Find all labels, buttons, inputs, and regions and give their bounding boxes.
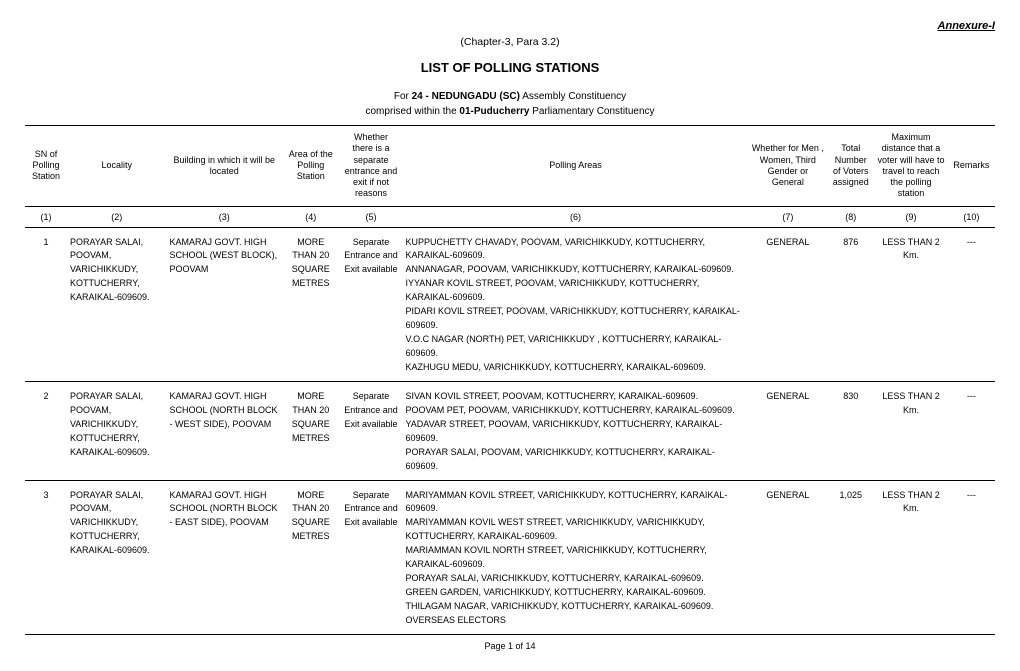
cell-remarks: --- [948,381,995,479]
table-row: 2PORAYAR SALAI, POOVAM, VARICHIKKUDY, KO… [25,381,995,479]
colnum: (5) [340,206,403,227]
polling-area-line: MARIAMMAN KOVIL NORTH STREET, VARICHIKKU… [405,544,745,572]
header-row: SN of Polling Station Locality Building … [25,126,995,207]
polling-area-line: YADAVAR STREET, POOVAM, VARICHIKKUDY, KO… [405,418,745,446]
colnum: (4) [282,206,340,227]
cell-area: MORE THAN 20 SQUARE METRES [282,227,340,381]
hdr-building: Building in which it will be located [167,126,282,207]
cell-locality: PORAYAR SALAI, POOVAM, VARICHIKKUDY, KOT… [67,480,167,634]
constituency-suffix: Assembly Constituency [520,91,626,102]
colnum: (10) [948,206,995,227]
polling-area-line: IYYANAR KOVIL STREET, POOVAM, VARICHIKKU… [405,277,745,305]
colnum: (2) [67,206,167,227]
page-title: LIST OF POLLING STATIONS [25,60,995,75]
column-number-row: (1) (2) (3) (4) (5) (6) (7) (8) (9) (10) [25,206,995,227]
cell-sn: 1 [25,227,67,381]
cell-sn: 2 [25,381,67,479]
hdr-polling-areas: Polling Areas [402,126,748,207]
cell-locality: PORAYAR SALAI, POOVAM, VARICHIKKUDY, KOT… [67,381,167,479]
cell-distance: LESS THAN 2 Km. [874,480,947,634]
colnum: (8) [827,206,874,227]
cell-voters: 876 [827,227,874,381]
polling-area-line: THILAGAM NAGAR, VARICHIKKUDY, KOTTUCHERR… [405,600,745,614]
for-prefix: For [394,91,412,102]
parliamentary-name: 01-Puducherry [459,106,529,117]
polling-area-line: PORAYAR SALAI, POOVAM, VARICHIKKUDY, KOT… [405,446,745,474]
cell-area: MORE THAN 20 SQUARE METRES [282,480,340,634]
cell-category: GENERAL [749,480,828,634]
cell-sn: 3 [25,480,67,634]
polling-area-line: PIDARI KOVIL STREET, POOVAM, VARICHIKKUD… [405,305,745,333]
polling-area-line: V.O.C NAGAR (NORTH) PET, VARICHIKKUDY , … [405,333,745,361]
hdr-separate: Whether there is a separate entrance and… [340,126,403,207]
cell-polling-areas: MARIYAMMAN KOVIL STREET, VARICHIKKUDY, K… [402,480,748,634]
hdr-distance: Maximum distance that a voter will have … [874,126,947,207]
polling-area-line: OVERSEAS ELECTORS [405,614,745,628]
polling-area-line: ANNANAGAR, POOVAM, VARICHIKKUDY, KOTTUCH… [405,263,745,277]
colnum: (9) [874,206,947,227]
table-body: 1PORAYAR SALAI, POOVAM, VARICHIKKUDY, KO… [25,227,995,634]
cell-remarks: --- [948,480,995,634]
polling-area-line: KUPPUCHETTY CHAVADY, POOVAM, VARICHIKKUD… [405,236,745,264]
cell-building: KAMARAJ GOVT. HIGH SCHOOL (NORTH BLOCK -… [167,480,282,634]
cell-category: GENERAL [749,381,828,479]
cell-separate: Separate Entrance and Exit available [340,381,403,479]
cell-distance: LESS THAN 2 Km. [874,381,947,479]
table-row: 1PORAYAR SALAI, POOVAM, VARICHIKKUDY, KO… [25,227,995,381]
cell-voters: 1,025 [827,480,874,634]
polling-area-line: GREEN GARDEN, VARICHIKKUDY, KOTTUCHERRY,… [405,586,745,600]
cell-separate: Separate Entrance and Exit available [340,227,403,381]
cell-area: MORE THAN 20 SQUARE METRES [282,381,340,479]
cell-locality: PORAYAR SALAI, POOVAM, VARICHIKKUDY, KOT… [67,227,167,381]
polling-area-line: MARIYAMMAN KOVIL STREET, VARICHIKKUDY, K… [405,489,745,517]
constituency-line: For 24 - NEDUNGADU (SC) Assembly Constit… [25,89,995,119]
colnum: (6) [402,206,748,227]
cell-polling-areas: KUPPUCHETTY CHAVADY, POOVAM, VARICHIKKUD… [402,227,748,381]
constituency-name: 24 - NEDUNGADU (SC) [412,91,520,102]
cell-voters: 830 [827,381,874,479]
hdr-locality: Locality [67,126,167,207]
comprised-suffix: Parliamentary Constituency [529,106,654,117]
cell-building: KAMARAJ GOVT. HIGH SCHOOL (WEST BLOCK), … [167,227,282,381]
hdr-category: Whether for Men , Women, Third Gender or… [749,126,828,207]
polling-area-line: SIVAN KOVIL STREET, POOVAM, KOTTUCHERRY,… [405,390,745,404]
polling-area-line: POOVAM PET, POOVAM, VARICHIKKUDY, KOTTUC… [405,404,745,418]
cell-distance: LESS THAN 2 Km. [874,227,947,381]
annexure-label: Annexure-I [25,20,995,32]
comprised-prefix: comprised within the [365,106,459,117]
polling-stations-table: SN of Polling Station Locality Building … [25,125,995,635]
polling-area-line: PORAYAR SALAI, VARICHIKKUDY, KOTTUCHERRY… [405,572,745,586]
cell-separate: Separate Entrance and Exit available [340,480,403,634]
cell-polling-areas: SIVAN KOVIL STREET, POOVAM, KOTTUCHERRY,… [402,381,748,479]
cell-building: KAMARAJ GOVT. HIGH SCHOOL (NORTH BLOCK -… [167,381,282,479]
hdr-sn: SN of Polling Station [25,126,67,207]
polling-area-line: KAZHUGU MEDU, VARICHIKKUDY, KOTTUCHERRY,… [405,361,745,375]
polling-area-line: MARIYAMMAN KOVIL WEST STREET, VARICHIKKU… [405,516,745,544]
hdr-area: Area of the Polling Station [282,126,340,207]
page-footer: Page 1 of 14 [25,635,995,651]
colnum: (7) [749,206,828,227]
table-row: 3PORAYAR SALAI, POOVAM, VARICHIKKUDY, KO… [25,480,995,634]
hdr-voters: Total Number of Voters assigned [827,126,874,207]
cell-remarks: --- [948,227,995,381]
cell-category: GENERAL [749,227,828,381]
hdr-remarks: Remarks [948,126,995,207]
colnum: (1) [25,206,67,227]
chapter-ref: (Chapter-3, Para 3.2) [25,36,995,48]
colnum: (3) [167,206,282,227]
